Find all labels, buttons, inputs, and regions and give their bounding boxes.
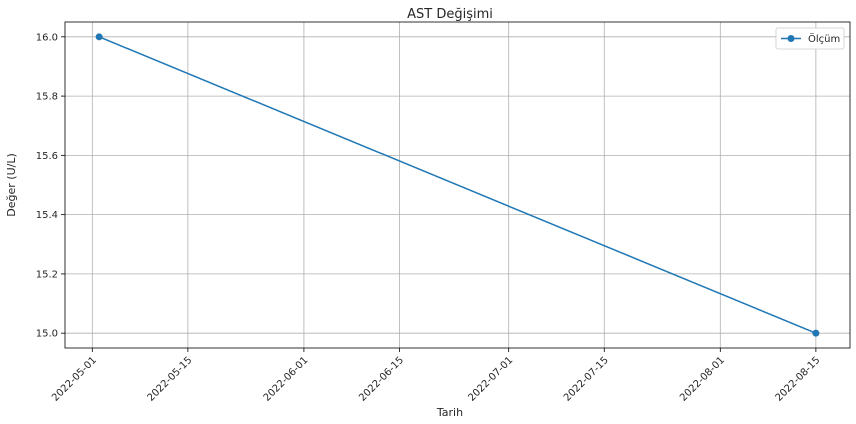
x-tick-label: 2022-07-01	[466, 355, 515, 404]
y-tick-label: 15.0	[36, 329, 58, 340]
legend: Ölçüm	[775, 27, 845, 50]
y-axis: 15.0 15.2 15.4 15.6 15.8 16.0	[36, 32, 65, 340]
x-tick-label: 2022-05-15	[146, 355, 195, 404]
x-tick-label: 2022-07-15	[562, 355, 611, 404]
chart-title: AST Değişimi	[407, 7, 493, 22]
x-tick-label: 2022-05-01	[50, 355, 99, 404]
data-point	[812, 329, 820, 337]
y-tick-label: 15.2	[36, 269, 58, 280]
legend-box	[775, 27, 845, 50]
grid	[65, 22, 850, 348]
y-tick-label: 15.8	[36, 92, 58, 103]
x-axis-title: Tarih	[436, 406, 463, 419]
legend-label: Ölçüm	[808, 32, 840, 45]
x-tick-label: 2022-08-15	[774, 355, 823, 404]
x-tick-label: 2022-06-15	[357, 355, 406, 404]
plot-area-frame	[64, 21, 851, 349]
series-line	[98, 36, 817, 334]
y-tick-label: 16.0	[36, 32, 58, 43]
y-tick-label: 15.4	[36, 210, 58, 221]
x-tick-label: 2022-08-01	[678, 355, 727, 404]
x-axis: 2022-05-01 2022-05-15 2022-06-01 2022-06-15…	[50, 348, 823, 404]
x-tick-label: 2022-06-01	[262, 355, 311, 404]
legend-point-marker	[787, 35, 795, 42]
y-tick-label: 15.6	[36, 151, 58, 162]
data-point	[95, 33, 103, 41]
plot-data	[95, 33, 820, 337]
y-axis-title: Değer (U/L)	[5, 153, 18, 216]
